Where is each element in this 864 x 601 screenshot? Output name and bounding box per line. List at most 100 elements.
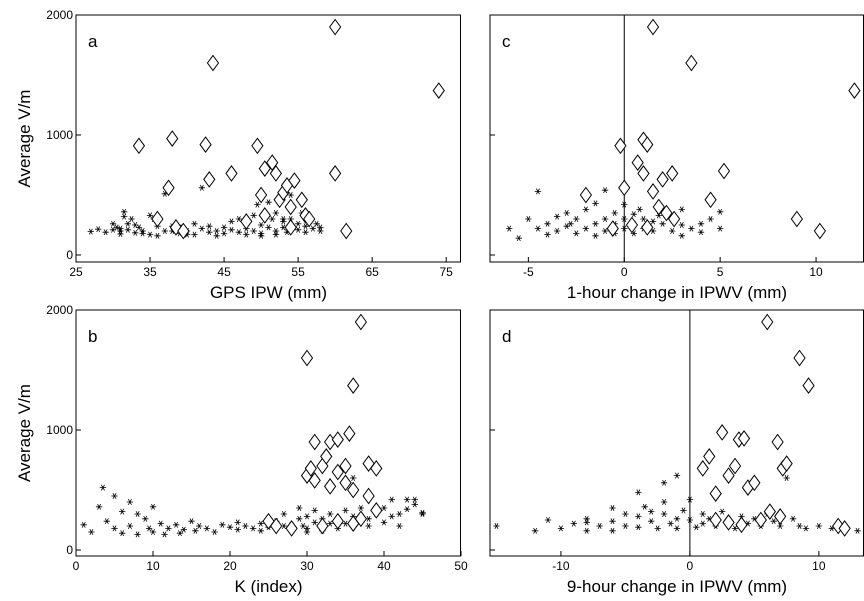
diamond-point [606, 220, 619, 237]
star-point [303, 513, 311, 520]
star-point [365, 523, 372, 529]
diamond-point [347, 377, 360, 394]
star-point [622, 511, 629, 517]
diamond-point [748, 474, 761, 492]
star-point [119, 530, 126, 537]
star-point [102, 229, 109, 236]
star-point [796, 523, 803, 529]
star-point [686, 496, 694, 503]
x-tick-label: 5 [717, 265, 724, 279]
star-point [553, 228, 561, 234]
star-series [505, 177, 724, 242]
diamond-point [295, 191, 308, 209]
star-point [198, 184, 206, 191]
panel-b: 0 10 20 30 40 50 0 1000 2000 b K (index) Average V/… [15, 303, 468, 596]
star-point [592, 200, 599, 207]
star-point [146, 231, 154, 238]
diamond-point [370, 460, 383, 477]
star-point [317, 228, 324, 234]
star-point [235, 216, 243, 222]
x-tick-label: 0 [687, 559, 694, 573]
star-point [544, 231, 551, 238]
star-point [630, 211, 638, 218]
x-axis-label: 1-hour change in IPWV (mm) [567, 283, 787, 302]
y-axis-label: Average V/m [15, 90, 34, 188]
x-tick-label: -5 [523, 265, 534, 279]
x-tick-label: 35 [143, 265, 157, 279]
star-point [783, 475, 790, 481]
star-point [119, 508, 126, 515]
star-point [419, 511, 426, 517]
star-point [176, 530, 184, 537]
star-point [303, 529, 311, 535]
star-point [802, 525, 810, 532]
diamond-point [813, 222, 827, 240]
star-point [570, 520, 578, 527]
star-point [396, 511, 403, 517]
diamond-series [579, 18, 861, 240]
star-point [640, 216, 647, 222]
star-point [622, 523, 629, 529]
plot-frame [75, 14, 461, 263]
star-point [854, 527, 861, 534]
diamond-point [177, 222, 190, 240]
diamond-point [625, 216, 639, 234]
star-point [234, 519, 241, 526]
star-point [117, 225, 124, 232]
star-point [636, 206, 643, 213]
y-tick-label: 2000 [46, 303, 73, 317]
diamond-point [646, 18, 660, 36]
diamond-point [339, 457, 352, 475]
diamond-point [303, 210, 316, 228]
star-point [109, 220, 117, 227]
star-point [601, 228, 609, 234]
star-point [609, 518, 616, 525]
diamond-point [169, 219, 183, 236]
star-point [680, 507, 687, 514]
diamond-point [284, 219, 297, 236]
y-axis-label: Average V/m [15, 384, 34, 482]
star-point [296, 505, 303, 511]
diamond-point [347, 481, 360, 499]
panel-letter: d [502, 327, 511, 346]
diamond-point [656, 171, 669, 188]
star-point [191, 220, 198, 227]
y-tick-label: 1000 [46, 423, 73, 437]
star-point [235, 229, 243, 236]
diamond-point [709, 511, 722, 529]
star-point [582, 225, 590, 232]
star-point [596, 523, 603, 529]
star-point [142, 515, 149, 522]
star-point [350, 475, 357, 481]
star-point [673, 515, 681, 522]
star-point [534, 188, 542, 195]
star-point [120, 213, 128, 220]
x-axis-label: 9-hour change in IPWV (mm) [567, 577, 787, 596]
diamond-point [285, 520, 298, 537]
star-point [396, 523, 403, 529]
x-axis-label: GPS IPW (mm) [210, 283, 327, 302]
diamond-point [771, 433, 784, 451]
star-point [87, 228, 95, 235]
star-point [505, 225, 513, 232]
star-point [388, 496, 395, 503]
star-point [287, 192, 294, 198]
star-point [611, 210, 618, 216]
star-point [134, 511, 141, 517]
star-point [707, 216, 714, 222]
diamond-point [696, 460, 709, 477]
star-point [99, 484, 107, 491]
star-point [145, 525, 153, 532]
star-point [257, 230, 265, 237]
star-point [280, 218, 287, 225]
star-point [317, 224, 324, 231]
star-point [592, 232, 599, 239]
star-point [206, 223, 213, 230]
star-point [211, 529, 218, 535]
star-point [648, 518, 655, 525]
star-series [80, 475, 426, 538]
star-point [311, 519, 318, 526]
star-point [621, 201, 628, 208]
diamond-point [666, 165, 679, 182]
star-point [269, 216, 276, 222]
